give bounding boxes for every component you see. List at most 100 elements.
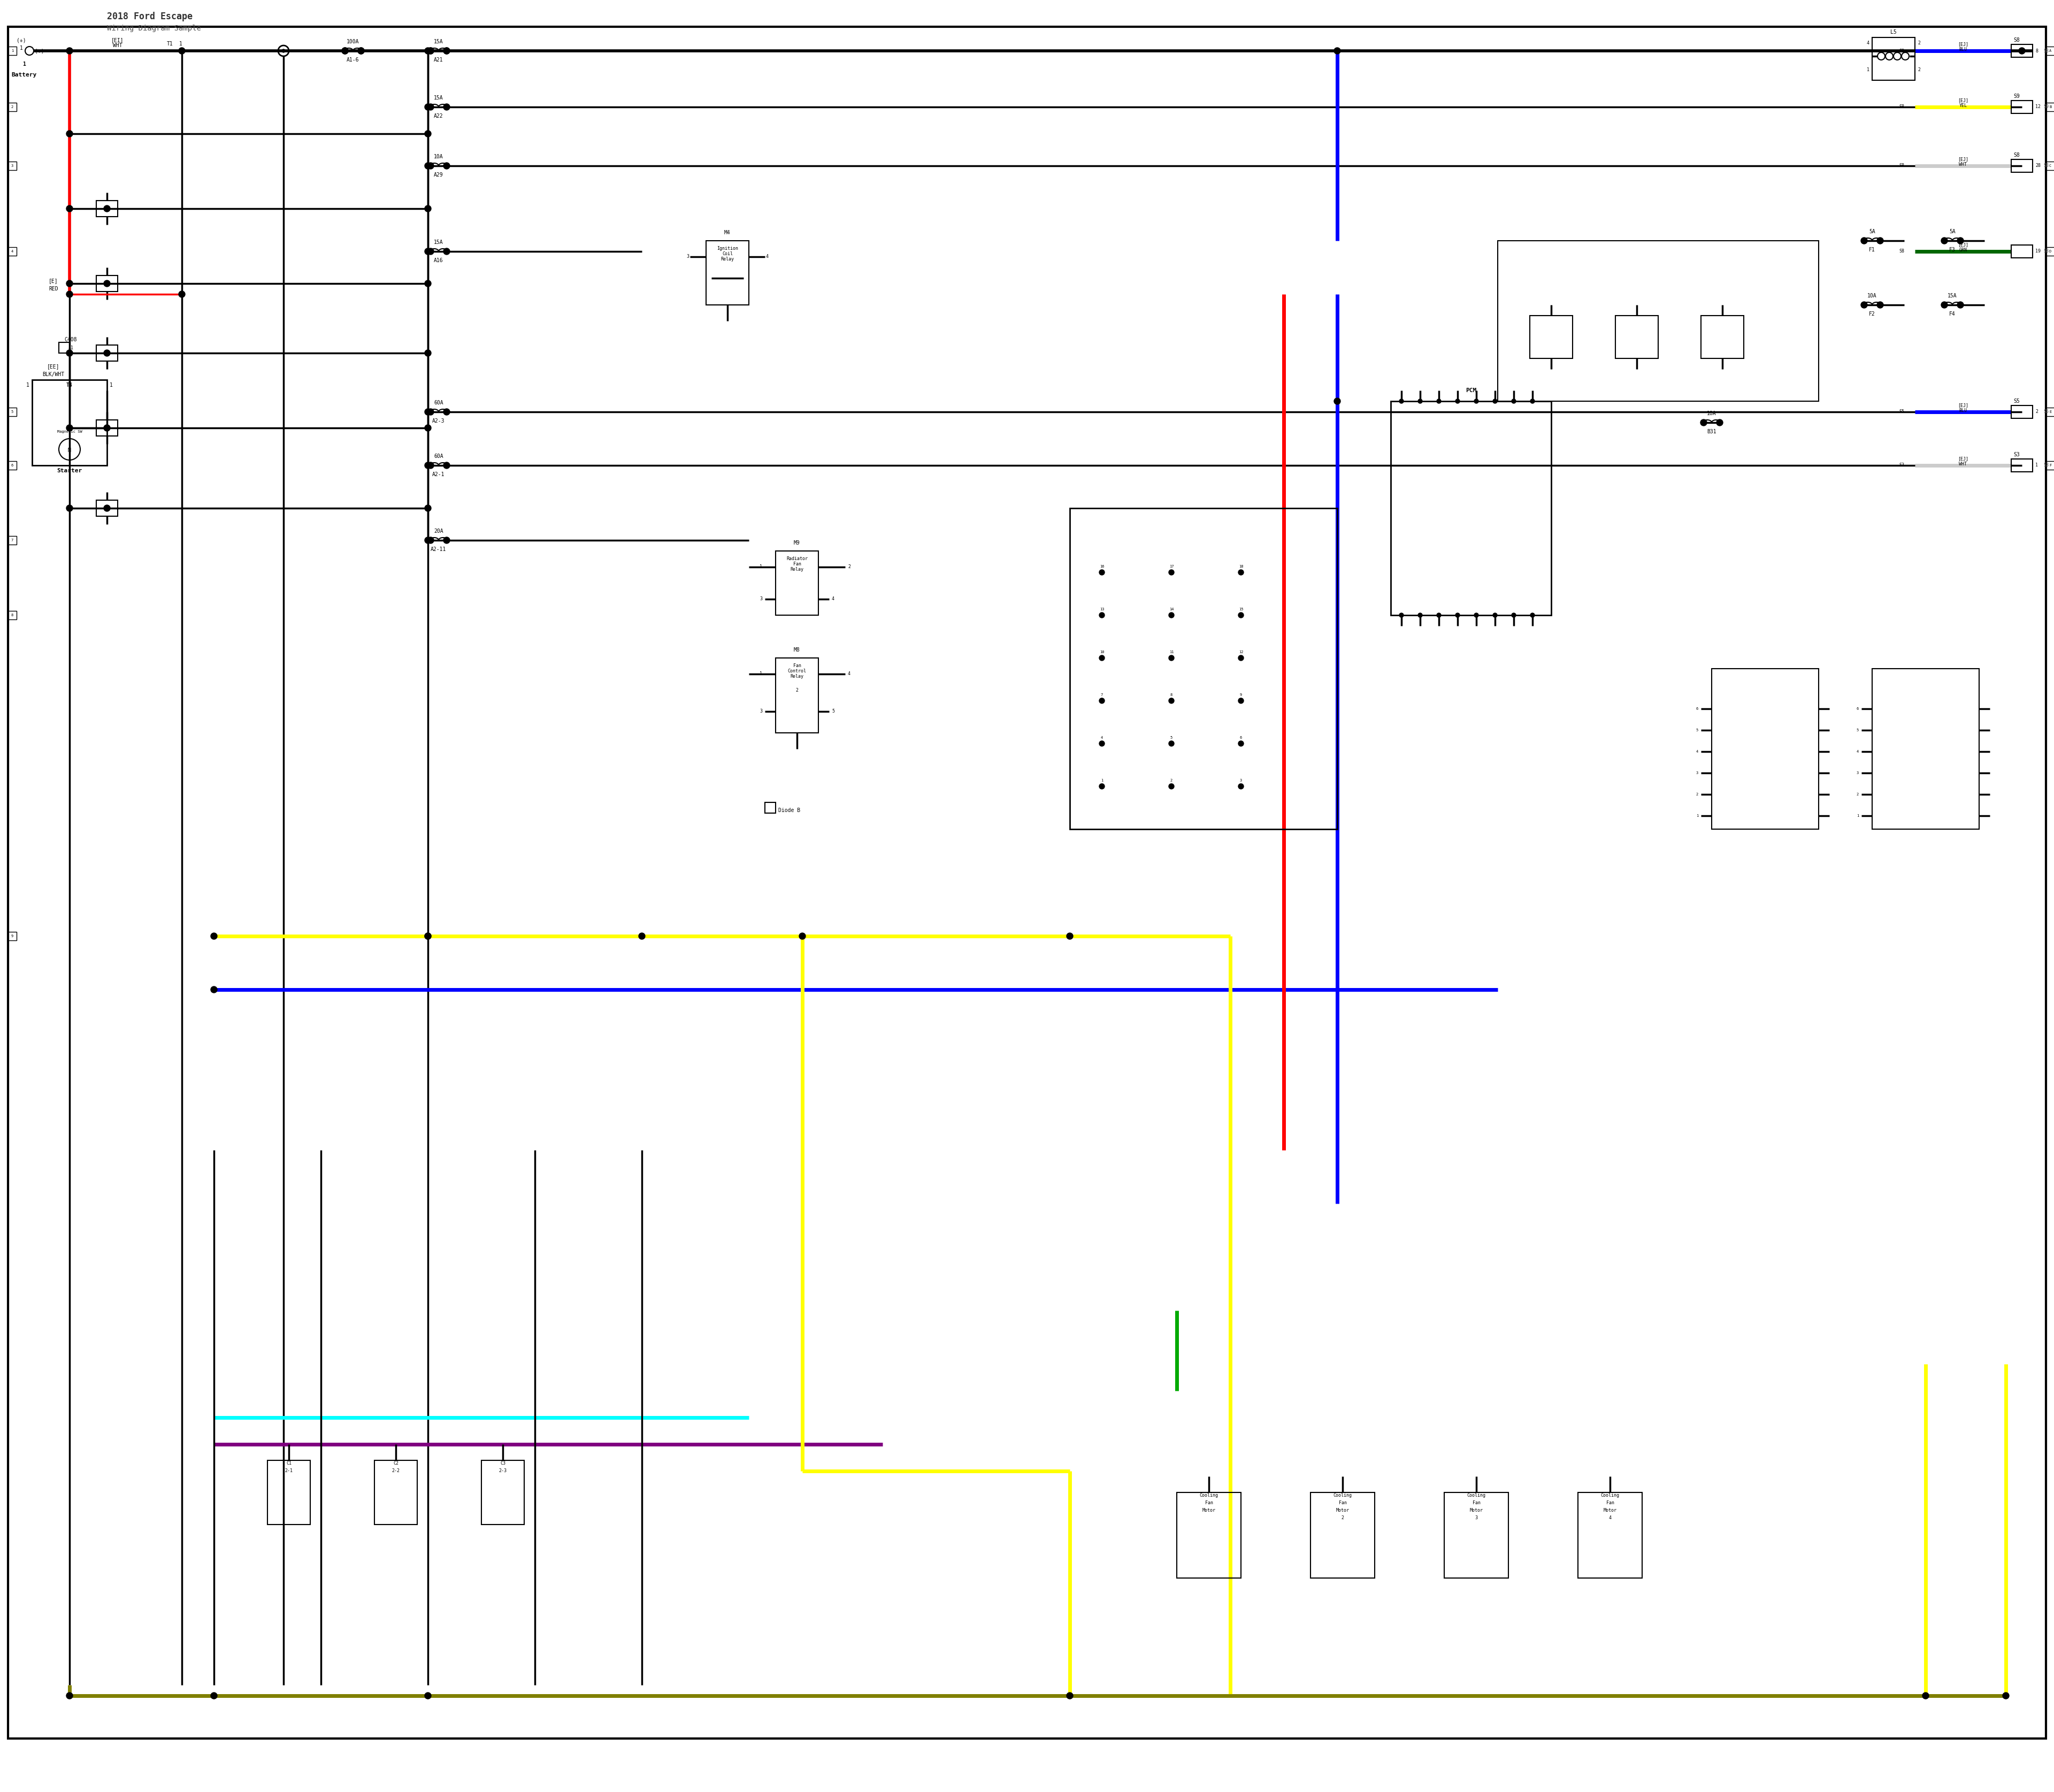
Text: 28: 28: [2036, 163, 2040, 168]
Circle shape: [1456, 400, 1460, 403]
Circle shape: [105, 349, 111, 357]
Circle shape: [1099, 570, 1105, 575]
Text: 12: 12: [2036, 104, 2040, 109]
Text: F1: F1: [1869, 247, 1875, 253]
Text: 4: 4: [832, 597, 834, 602]
Text: 4: 4: [1697, 751, 1699, 753]
Circle shape: [179, 48, 185, 54]
Circle shape: [1436, 613, 1442, 616]
Text: 1: 1: [1697, 814, 1699, 817]
Bar: [8, 247, 16, 256]
Bar: [2011, 405, 2033, 418]
Bar: [707, 240, 750, 305]
Text: 9: 9: [1241, 694, 1243, 697]
Circle shape: [212, 986, 218, 993]
Circle shape: [425, 104, 431, 109]
Circle shape: [427, 409, 433, 416]
Circle shape: [1436, 400, 1442, 403]
Circle shape: [425, 934, 431, 939]
Text: 3: 3: [1241, 780, 1243, 781]
Text: 7: 7: [1101, 694, 1103, 697]
Text: 15A: 15A: [433, 39, 444, 45]
Text: [EJ]: [EJ]: [1957, 156, 1968, 161]
Text: A: A: [2050, 48, 2052, 52]
Circle shape: [425, 280, 431, 287]
Bar: [2046, 461, 2054, 470]
Circle shape: [1861, 301, 1867, 308]
Circle shape: [1169, 783, 1175, 788]
Circle shape: [179, 290, 185, 297]
Circle shape: [1417, 613, 1421, 616]
Bar: [8, 407, 16, 416]
Text: 1: 1: [23, 61, 25, 66]
Circle shape: [1239, 699, 1243, 704]
Text: Fan: Fan: [793, 663, 801, 668]
Circle shape: [341, 48, 349, 54]
Text: 8: 8: [10, 613, 14, 616]
Circle shape: [2003, 1692, 2009, 1699]
Bar: [776, 658, 817, 733]
Text: 14: 14: [1169, 607, 1173, 611]
Text: T4: T4: [66, 382, 72, 387]
Text: Control: Control: [787, 668, 807, 674]
Circle shape: [425, 249, 431, 254]
Circle shape: [427, 104, 433, 109]
Text: 1: 1: [27, 382, 29, 387]
Circle shape: [425, 934, 431, 939]
Text: 1: 1: [179, 41, 183, 47]
Bar: [8, 47, 16, 56]
Bar: [8, 161, 16, 170]
Text: 10A: 10A: [433, 154, 444, 159]
Circle shape: [1493, 400, 1497, 403]
Text: 6: 6: [1697, 708, 1699, 710]
Bar: [1391, 401, 1551, 615]
Text: 1: 1: [2036, 462, 2038, 468]
Text: 2: 2: [1857, 792, 1859, 796]
Circle shape: [1877, 238, 1884, 244]
Bar: [8, 536, 16, 545]
Bar: [1614, 315, 1658, 358]
Text: S8: S8: [1898, 249, 1904, 254]
Bar: [2046, 102, 2054, 111]
Circle shape: [1512, 400, 1516, 403]
Text: 2-3: 2-3: [499, 1468, 507, 1473]
Circle shape: [1169, 613, 1175, 618]
Text: Fan: Fan: [1206, 1500, 1212, 1505]
Text: C1: C1: [286, 1460, 292, 1466]
Circle shape: [427, 249, 433, 254]
Text: 1: 1: [70, 346, 74, 351]
Bar: [1701, 315, 1744, 358]
Text: 13: 13: [1099, 607, 1105, 611]
Circle shape: [1861, 238, 1867, 244]
Bar: [97, 500, 117, 516]
Circle shape: [425, 425, 431, 432]
Text: BLK/WHT: BLK/WHT: [43, 371, 64, 376]
Text: Motor: Motor: [1469, 1507, 1483, 1512]
Circle shape: [66, 349, 72, 357]
Bar: [2046, 407, 2054, 416]
Circle shape: [2019, 48, 2025, 54]
Text: Wiring Diagram Sample: Wiring Diagram Sample: [107, 25, 201, 32]
Circle shape: [1239, 656, 1243, 661]
Circle shape: [1417, 400, 1421, 403]
Text: Coil: Coil: [723, 251, 733, 256]
Text: [EJ]: [EJ]: [1957, 403, 1968, 407]
Circle shape: [425, 538, 431, 543]
Text: WHT: WHT: [1960, 161, 1968, 167]
Circle shape: [1169, 740, 1175, 745]
Text: 2: 2: [795, 688, 799, 694]
Text: F4: F4: [1949, 312, 1955, 317]
Bar: [374, 1460, 417, 1525]
Circle shape: [66, 425, 72, 432]
Text: 4: 4: [1857, 751, 1859, 753]
Text: L5: L5: [1890, 29, 1896, 34]
Text: 2018 Ford Escape: 2018 Ford Escape: [107, 13, 193, 22]
Text: 5: 5: [1697, 729, 1699, 731]
Text: (+): (+): [35, 48, 45, 54]
Text: Cooling: Cooling: [1600, 1493, 1619, 1498]
Circle shape: [1099, 783, 1105, 788]
Text: 100A: 100A: [347, 39, 359, 45]
Text: 2: 2: [1918, 68, 1920, 72]
Text: 2-1: 2-1: [286, 1468, 294, 1473]
Circle shape: [1333, 48, 1341, 54]
